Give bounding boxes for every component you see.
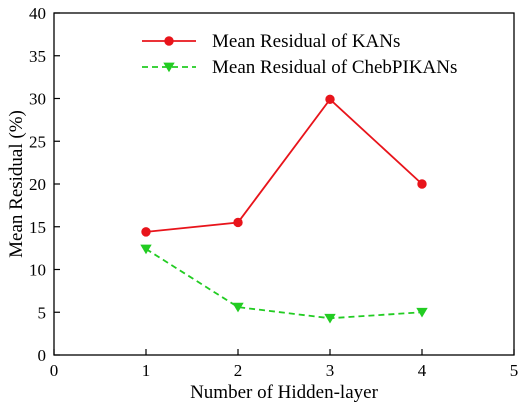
legend-label: Mean Residual of ChebPIKANs [212, 57, 457, 78]
series-layer [140, 94, 428, 324]
y-axis-label: Mean Residual (%) [6, 110, 27, 258]
x-tick-label: 3 [326, 361, 335, 380]
y-tick-label: 40 [29, 4, 46, 23]
series-line [145, 248, 423, 320]
legend-label: Mean Residual of KANs [212, 31, 400, 52]
y-tick-label: 10 [29, 261, 46, 280]
x-axis-label: Number of Hidden-layer [190, 382, 378, 403]
axis-ticks: 0 1 2 3 4 5 0 5 10 15 20 25 30 35 40 [29, 4, 518, 380]
data-point [140, 244, 152, 255]
data-point [233, 217, 243, 228]
data-point [416, 307, 428, 318]
series-1 [140, 244, 428, 324]
data-point [324, 313, 336, 324]
y-tick-label: 30 [29, 90, 46, 109]
legend-marker [163, 62, 175, 73]
data-point [232, 302, 244, 313]
x-tick-label: 0 [50, 361, 59, 380]
y-tick-label: 25 [29, 132, 46, 151]
legend: Mean Residual of KANs Mean Residual of Ch… [142, 31, 457, 78]
y-tick-label: 15 [29, 218, 46, 237]
series-line [145, 98, 423, 233]
y-tick-label: 5 [38, 303, 47, 322]
series-0 [141, 94, 427, 237]
legend-marker [164, 36, 174, 46]
data-point [141, 227, 151, 237]
data-point [325, 94, 335, 105]
x-tick-label: 4 [418, 361, 427, 380]
y-tick-label: 20 [29, 175, 46, 194]
data-point [417, 179, 427, 189]
x-tick-label: 1 [142, 361, 151, 380]
x-tick-label: 2 [234, 361, 243, 380]
y-tick-label: 0 [38, 346, 47, 365]
x-tick-label: 5 [510, 361, 519, 380]
y-tick-label: 35 [29, 47, 46, 66]
